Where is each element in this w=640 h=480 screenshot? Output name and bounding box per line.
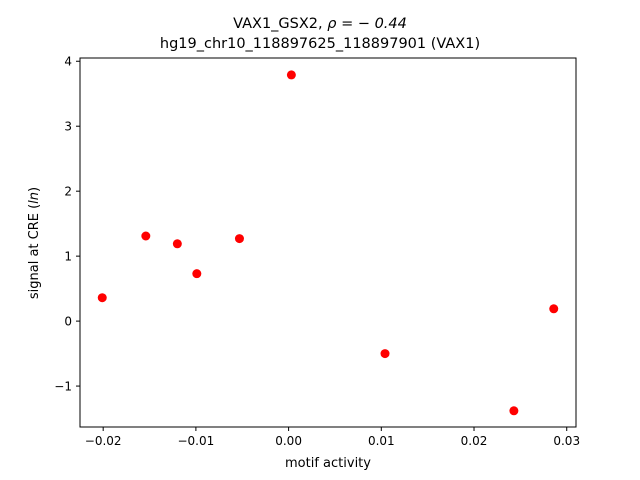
y-axis-label: signal at CRE (ln): [27, 187, 42, 299]
x-axis-ticks: −0.02 −0.01 0.00 0.01 0.02 0.03: [85, 427, 580, 448]
x-tick-label: 0.00: [275, 434, 302, 448]
chart-title-rho: ρ = − 0.44: [327, 16, 407, 32]
x-tick-label: −0.01: [177, 434, 214, 448]
chart-title-label: VAX1_GSX2,: [233, 16, 327, 32]
axes-frame: [79, 57, 577, 428]
y-tick-label: 2: [64, 185, 72, 199]
chart-title-line2: hg19_chr10_118897625_118897901 (VAX1): [160, 36, 480, 52]
y-axis-ticks: −1 0 1 2 3 4: [54, 55, 80, 394]
data-point: [509, 406, 519, 416]
x-tick-label: 0.02: [461, 434, 488, 448]
data-point: [549, 304, 559, 314]
y-tick-label: 0: [64, 315, 72, 329]
y-axis-label-suffix: ): [27, 187, 42, 192]
y-tick-label: 1: [64, 250, 72, 264]
x-axis-label: motif activity: [285, 456, 371, 471]
x-tick-label: −0.02: [85, 434, 122, 448]
y-axis-label-italic: ln: [27, 192, 42, 204]
data-point: [192, 269, 202, 279]
data-point: [380, 349, 390, 359]
y-tick-label: −1: [54, 380, 72, 394]
y-axis-label-prefix: signal at CRE (: [27, 204, 42, 299]
x-tick-label: 0.03: [553, 434, 580, 448]
chart-title-line1: VAX1_GSX2, ρ = − 0.44: [233, 16, 407, 32]
data-point: [286, 70, 296, 80]
x-tick-label: 0.01: [368, 434, 395, 448]
data-markers: [97, 70, 559, 416]
y-tick-label: 4: [64, 55, 72, 69]
y-tick-label: 3: [64, 120, 72, 134]
data-point: [97, 293, 107, 303]
data-point: [172, 239, 182, 249]
data-point: [234, 234, 244, 244]
data-point: [141, 231, 151, 241]
